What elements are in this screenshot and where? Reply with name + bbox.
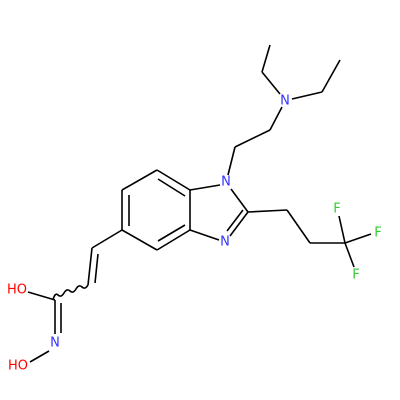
atom-label: N [220,235,230,250]
bond [286,209,311,244]
bond [157,224,186,242]
bond [269,106,283,131]
bond [156,169,191,191]
atom-label: F [352,268,359,283]
bond [226,209,244,232]
atom-label: N [280,94,290,109]
bond [27,291,56,301]
bond [94,253,99,284]
bond [230,188,249,213]
bond [344,233,372,244]
atom-labels: N N N F F F HO N HO [7,94,382,374]
bond [29,350,50,363]
bond [156,229,191,251]
bond [261,71,281,95]
bond [344,242,355,268]
atom-label: N [50,336,60,351]
bonds [27,44,372,363]
bond [189,184,221,191]
bond [261,44,271,73]
atom-label: N [221,175,231,190]
bond [121,169,158,191]
bond [229,211,249,237]
bond [227,146,236,176]
bond [321,59,341,93]
atom-label: HO [7,283,27,298]
atom-label: F [333,202,340,217]
bond [157,178,186,197]
bond [338,215,346,244]
bond [291,91,323,100]
bond [91,229,123,249]
bond [121,229,158,251]
bond [234,129,271,148]
wavy-bond [52,284,89,301]
bond [87,247,93,286]
atom-label: F [374,226,381,241]
bond [189,229,220,241]
bond [247,209,288,213]
atom-label: HO [8,359,28,374]
